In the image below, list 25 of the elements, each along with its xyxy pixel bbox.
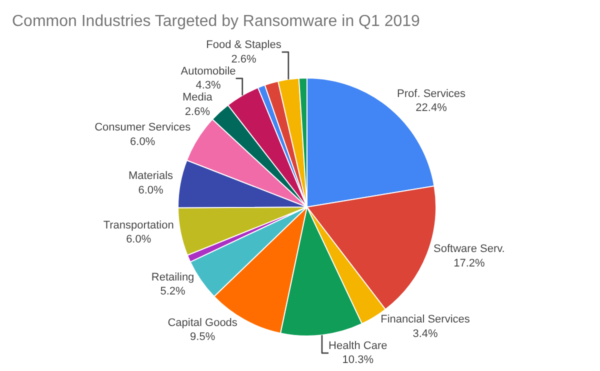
slice-label: Capital Goods xyxy=(168,316,238,329)
slice-label: Retailing xyxy=(151,271,194,284)
data-label: 2.6% xyxy=(231,53,256,66)
data-label: 9.5% xyxy=(190,331,216,344)
slice-label: Health Care xyxy=(328,340,388,352)
slice-label: Media xyxy=(182,92,214,104)
data-label: 10.3% xyxy=(342,354,374,366)
data-label: 17.2% xyxy=(454,257,485,270)
chart-title: Common Industries Targeted by Ransomware in Q1 2019 xyxy=(12,13,420,30)
data-label: 2.6% xyxy=(184,106,210,118)
data-label: 6.0% xyxy=(138,184,164,196)
data-label: 3.4% xyxy=(412,328,438,340)
slice-label: Software Serv. xyxy=(434,243,505,256)
slice-label: Transportation xyxy=(103,219,174,232)
slice-label: Prof. Services xyxy=(397,88,466,100)
data-label: 22.4% xyxy=(416,102,448,114)
slice-label: Automobile xyxy=(180,65,236,78)
data-label: 6.0% xyxy=(126,234,152,246)
slice-label: Financial Services xyxy=(380,314,470,326)
slice-label: Food & Staples xyxy=(206,38,282,51)
slice-label: Consumer Services xyxy=(94,122,192,134)
data-label: 4.3% xyxy=(196,80,222,92)
slice-label: Materials xyxy=(128,170,174,182)
data-label: 5.2% xyxy=(160,286,186,298)
data-label: 6.0% xyxy=(130,136,156,148)
